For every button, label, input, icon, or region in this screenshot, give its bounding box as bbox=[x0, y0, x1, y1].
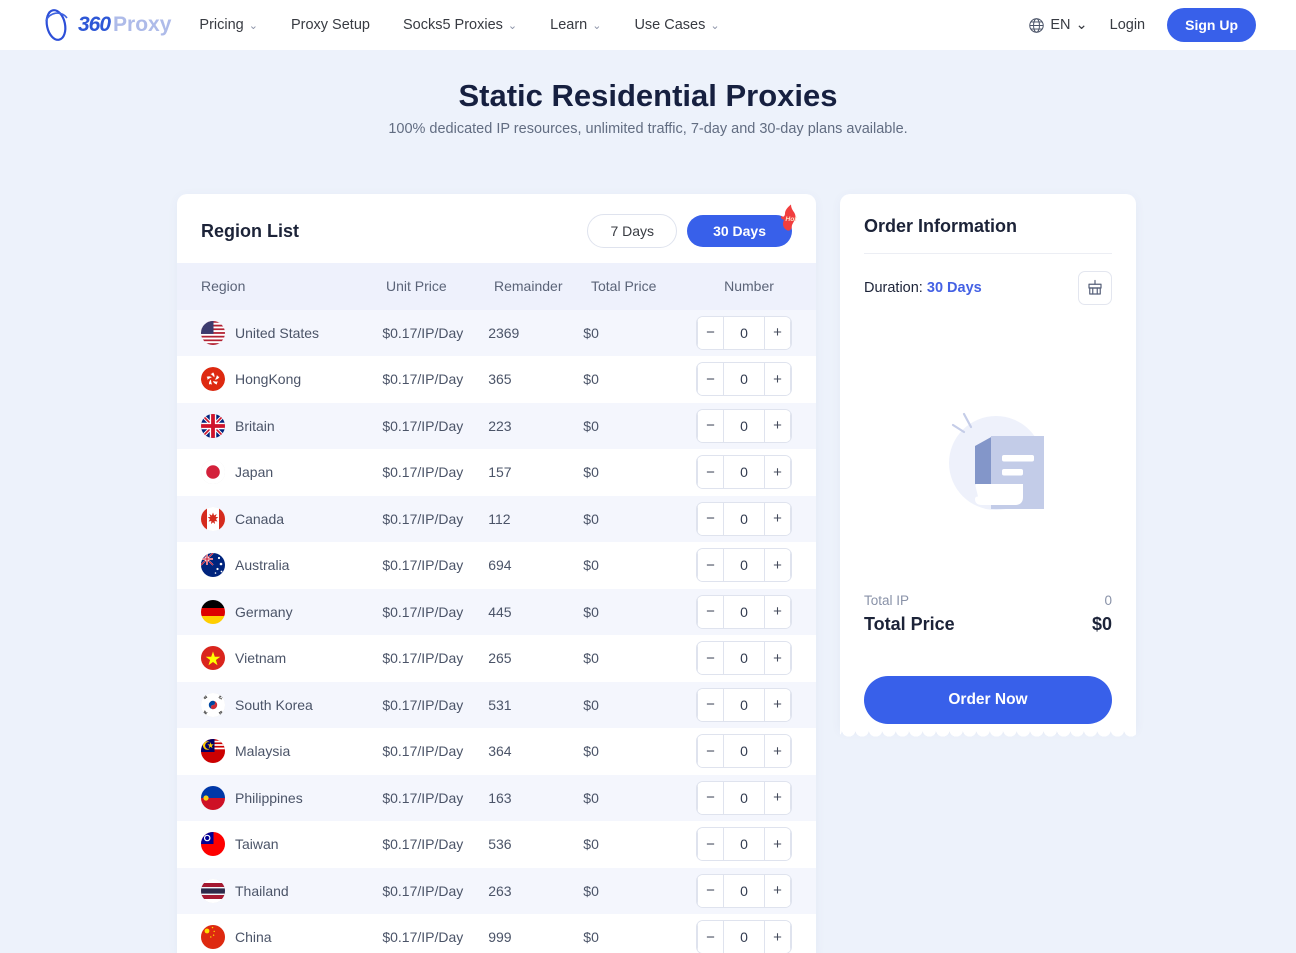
svg-text:Hot: Hot bbox=[785, 216, 797, 223]
